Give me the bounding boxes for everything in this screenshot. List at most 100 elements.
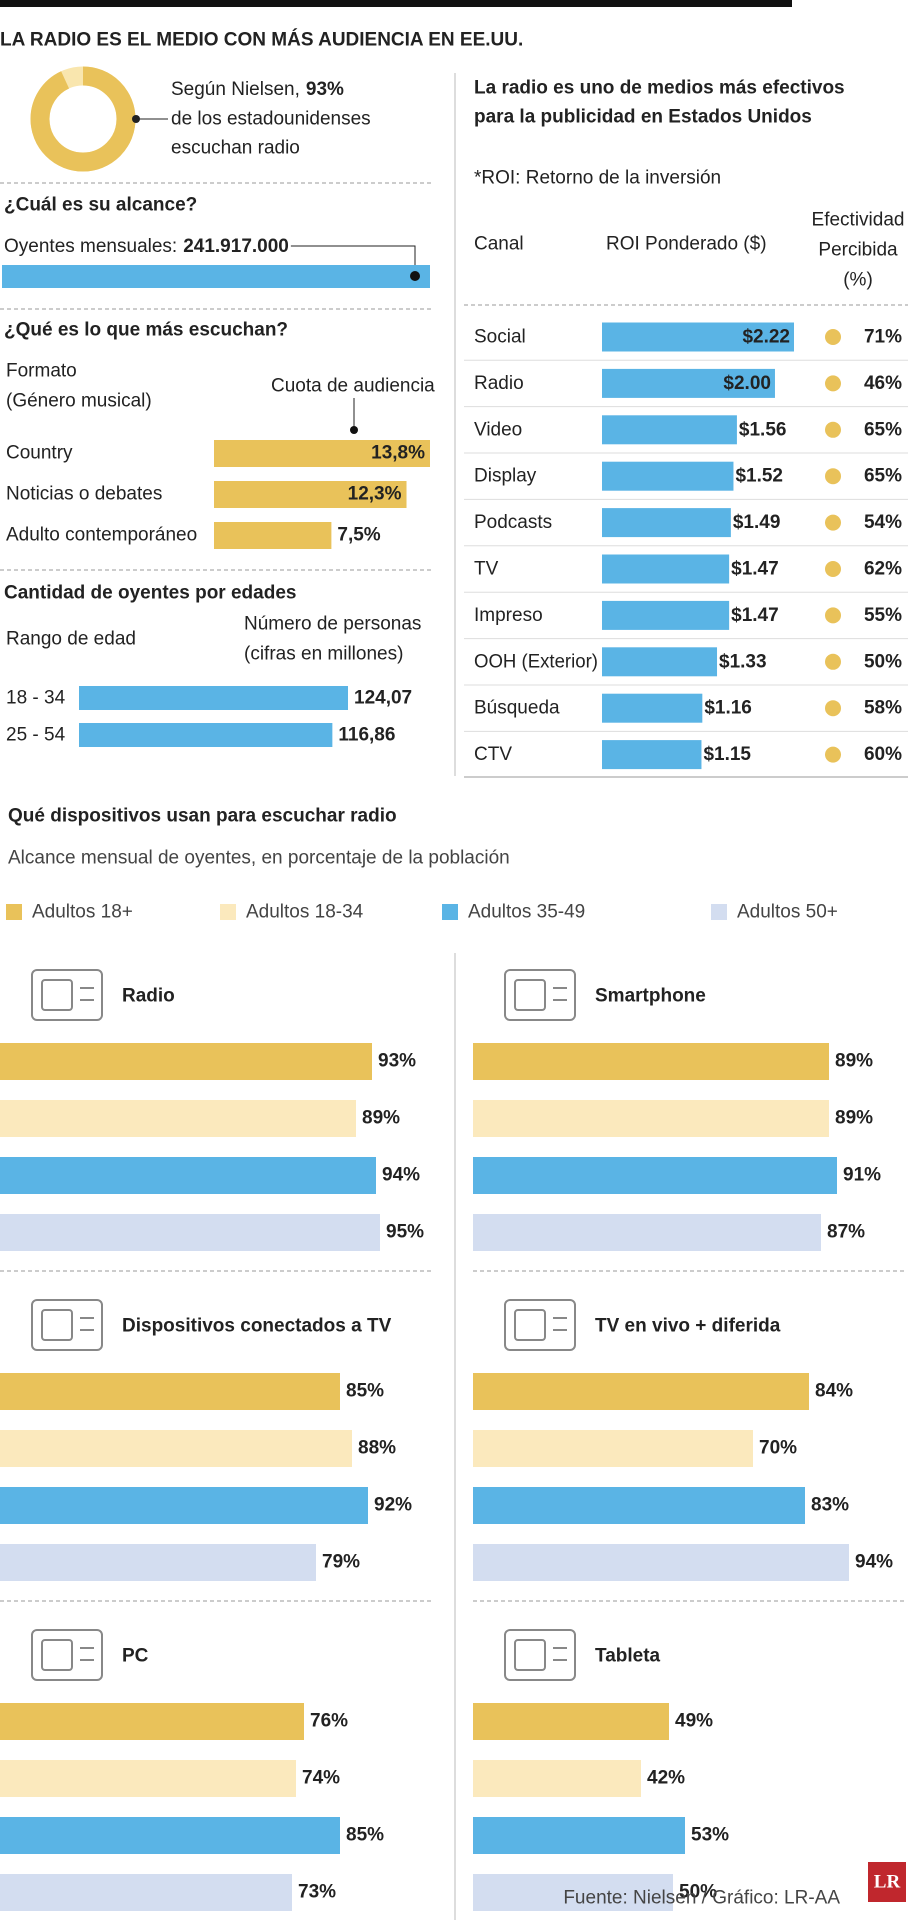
bar — [473, 1043, 829, 1080]
value-label: $1.16 — [704, 698, 752, 719]
bar — [602, 600, 730, 630]
effectiveness-dot — [825, 561, 841, 577]
value-label: 95% — [386, 1222, 424, 1243]
category-label: Display — [474, 466, 537, 487]
value-label: $2.22 — [742, 327, 790, 348]
column-header: Rango de edad — [6, 629, 136, 650]
category-label: Adulto contemporáneo — [6, 525, 197, 546]
value-label: 87% — [827, 1222, 865, 1243]
bar — [473, 1760, 641, 1797]
value-label: 94% — [382, 1165, 420, 1186]
icon — [514, 1309, 546, 1341]
value-label: 53% — [691, 1825, 729, 1846]
leader-dot — [350, 426, 358, 434]
bar — [473, 1874, 673, 1911]
bar — [214, 522, 332, 549]
nielsen-text: escuchan radio — [171, 138, 300, 159]
value-label: 7,5% — [337, 525, 380, 546]
bar — [473, 1487, 805, 1524]
source: Fuente: Nielsen / Gráfico: LR-AA — [563, 1888, 840, 1909]
value-label: 46% — [864, 373, 902, 394]
column-header: (Género musical) — [6, 391, 152, 412]
value-label: 83% — [811, 1495, 849, 1516]
legend-label: Adultos 18+ — [32, 902, 133, 923]
bar — [0, 1487, 368, 1524]
logo-box — [868, 1862, 906, 1902]
bar — [602, 740, 702, 770]
bar — [0, 1043, 372, 1080]
value-label: $1.15 — [703, 744, 751, 765]
category-label: 25 - 54 — [6, 725, 66, 746]
bar — [214, 440, 430, 467]
value-label: 89% — [362, 1108, 400, 1129]
column-header: Percibida — [818, 240, 898, 261]
category-label: Noticias o debates — [6, 484, 162, 505]
device-label: Dispositivos conectados a TV — [122, 1316, 392, 1337]
value-label: 49% — [675, 1711, 713, 1732]
category-label: Podcasts — [474, 512, 552, 533]
effectiveness-dot — [825, 607, 841, 624]
effectiveness-dot — [825, 700, 841, 717]
bar — [0, 1874, 292, 1911]
value-label: 93% — [378, 1051, 416, 1072]
icon — [31, 1629, 103, 1681]
legend-label: Adultos 18-34 — [246, 902, 364, 923]
value-label: 50% — [679, 1882, 717, 1903]
bar — [602, 693, 703, 723]
bar — [0, 1817, 340, 1854]
value-label: 94% — [855, 1552, 893, 1573]
device-label: Tableta — [595, 1646, 661, 1667]
value-label: 85% — [346, 1381, 384, 1402]
donut-arc — [30, 66, 136, 172]
label: Oyentes mensuales: — [4, 236, 177, 257]
column-header: (cifras en millones) — [244, 644, 403, 665]
effectiveness-dot — [825, 329, 841, 345]
leader-dot — [410, 271, 420, 281]
legend-label: Adultos 50+ — [737, 902, 838, 923]
column-header: (%) — [843, 270, 873, 291]
category-label: OOH (Exterior) — [474, 651, 598, 672]
value-label: 79% — [322, 1552, 360, 1573]
value-label: 88% — [358, 1438, 396, 1459]
value-label: 73% — [298, 1882, 336, 1903]
bar — [602, 415, 737, 445]
value-label: 50% — [864, 651, 902, 672]
bar — [79, 723, 333, 747]
bar — [0, 1214, 380, 1251]
value-label: 124,07 — [354, 688, 412, 709]
icon — [504, 969, 576, 1021]
reach-text: Oyentes mensuales: 241.917.000 — [4, 236, 289, 257]
value-label: 70% — [759, 1438, 797, 1459]
bar — [602, 322, 794, 352]
title: LA RADIO ES EL MEDIO CON MÁS AUDIENCIA E… — [0, 29, 523, 51]
value-label: $1.56 — [739, 419, 787, 440]
value-label: 58% — [864, 698, 902, 719]
value-label: 74% — [302, 1768, 340, 1789]
category-label: Impreso — [474, 605, 543, 626]
column-header: ROI Ponderado ($) — [606, 234, 767, 255]
icon — [514, 979, 546, 1011]
value-label: 84% — [815, 1381, 853, 1402]
value-label: $1.33 — [719, 651, 767, 672]
section-title: Cantidad de oyentes por edades — [4, 583, 296, 604]
legend-swatch — [711, 904, 727, 920]
text: Según Nielsen, — [171, 79, 300, 100]
effectiveness-dot — [825, 421, 841, 438]
icon — [41, 1639, 73, 1671]
legend-swatch — [442, 904, 458, 920]
top-rule — [0, 0, 792, 7]
device-label: TV en vivo + diferida — [595, 1316, 781, 1337]
legend-label: Adultos 35-49 — [468, 902, 585, 923]
bar — [602, 368, 775, 398]
icon — [504, 1629, 576, 1681]
value-label: 93% — [306, 79, 344, 100]
icon — [31, 1299, 103, 1351]
bar — [0, 1157, 376, 1194]
category-label: CTV — [474, 744, 512, 765]
bar — [0, 1373, 340, 1410]
category-label: Social — [474, 327, 526, 348]
value-label: 89% — [835, 1051, 873, 1072]
icon — [31, 969, 103, 1021]
section-title: Qué dispositivos usan para escuchar radi… — [8, 806, 397, 827]
